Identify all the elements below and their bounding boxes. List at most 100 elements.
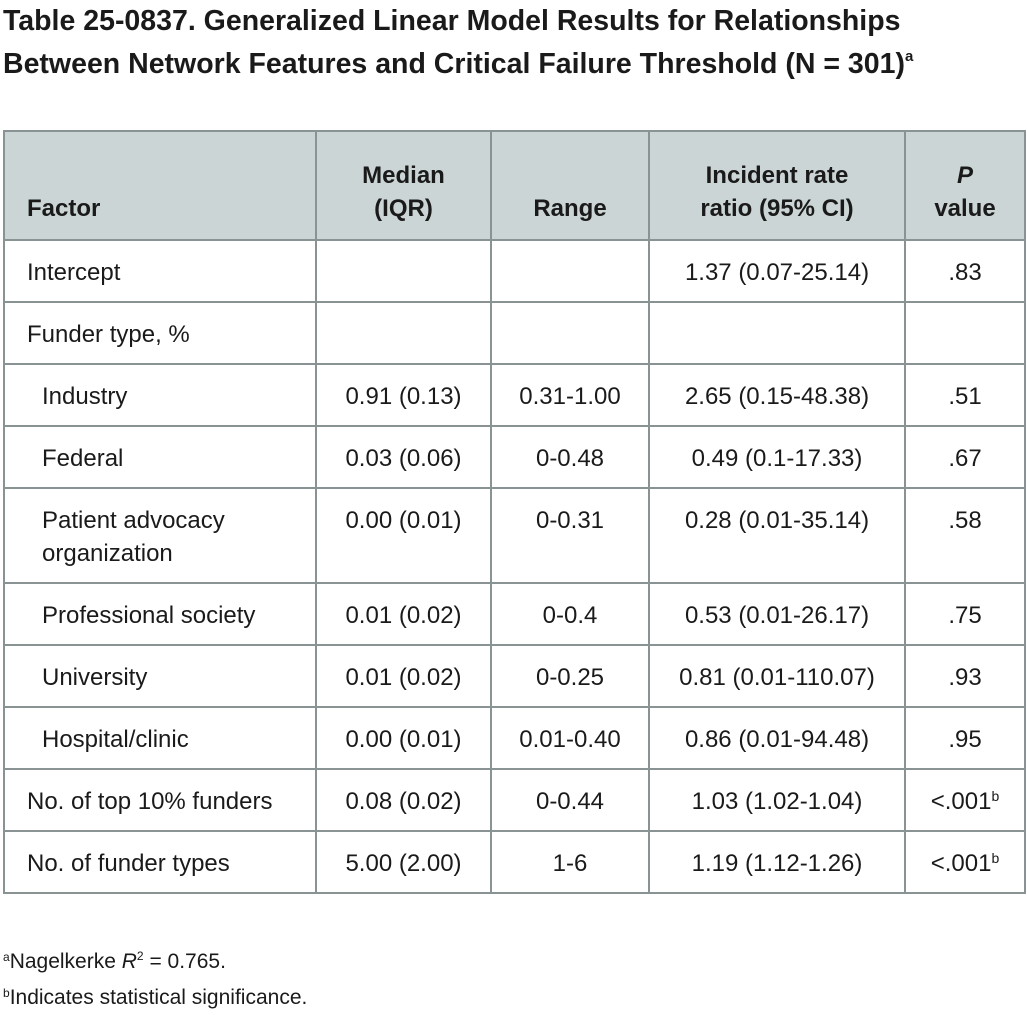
table-cell <box>490 239 650 303</box>
footnote-mark: b <box>3 986 10 1000</box>
cell-text: Intercept <box>27 259 121 286</box>
table-cell: Patient advocacy organization <box>3 487 317 584</box>
cell-text: 0-0.4 <box>542 602 598 629</box>
table-cell: 0.08 (0.02) <box>315 768 492 832</box>
cell-text: <.001 <box>930 850 992 877</box>
header-line: Factor <box>27 195 101 222</box>
table-cell: .83 <box>904 239 1026 303</box>
header-cell: Incident rate ratio (95% CI) <box>648 130 906 241</box>
cell-text: Funder type, % <box>27 321 190 348</box>
header-line: (IQR) <box>374 195 433 222</box>
table-cell: 1.03 (1.02-1.04) <box>648 768 906 832</box>
table-cell: 0.01 (0.02) <box>315 582 492 646</box>
table-row: University 0.01 (0.02) 0-0.25 0.81 (0.01-11… <box>3 644 1026 708</box>
cell-text: 0.81 (0.01-110.07) <box>679 664 875 691</box>
cell-text: 0.31-1.00 <box>519 383 621 410</box>
table-row: Federal 0.03 (0.06) 0-0.48 0.49 (0.1-17.33)… <box>3 425 1026 489</box>
table-cell: .75 <box>904 582 1026 646</box>
cell-text: 0-0.48 <box>535 445 605 472</box>
cell-text: 1-6 <box>552 850 588 877</box>
table-cell: 2.65 (0.15-48.38) <box>648 363 906 427</box>
cell-text: Patient advocacy organization <box>42 507 225 567</box>
header-cell: Range <box>490 130 650 241</box>
cell-text: .95 <box>948 726 982 753</box>
table-cell: 0-0.4 <box>490 582 650 646</box>
cell-text: <.001 <box>930 788 992 815</box>
table-cell: 0.53 (0.01-26.17) <box>648 582 906 646</box>
table-cell <box>648 301 906 365</box>
cell-text: 1.19 (1.12-1.26) <box>691 850 863 877</box>
table-row: Hospital/clinic 0.00 (0.01) 0.01-0.40 0.86 … <box>3 706 1026 770</box>
cell-text: 0.00 (0.01) <box>345 507 462 534</box>
cell-text: 0.49 (0.1-17.33) <box>691 445 863 472</box>
table-cell: 0.00 (0.01) <box>315 706 492 770</box>
cell-text: .58 <box>948 507 982 534</box>
footnote: aNagelkerke R2 = 0.765. <box>3 949 226 975</box>
table-cell: 0.01 (0.02) <box>315 644 492 708</box>
table-cell <box>904 301 1026 365</box>
table-cell: .93 <box>904 644 1026 708</box>
table-cell: 1.37 (0.07-25.14) <box>648 239 906 303</box>
table-cell: 0.91 (0.13) <box>315 363 492 427</box>
table-cell: No. of funder types <box>3 830 317 894</box>
cell-text: 0.28 (0.01-35.14) <box>684 507 870 534</box>
footnote-sup: 2 <box>136 949 144 963</box>
cell-text: 1.37 (0.07-25.14) <box>684 259 870 286</box>
header-line: ratio (95% CI) <box>700 195 854 222</box>
table-cell: Funder type, % <box>3 301 317 365</box>
header-line: Incident rate <box>705 162 849 189</box>
table-cell: Industry <box>3 363 317 427</box>
cell-text: .51 <box>948 383 982 410</box>
cell-text: .93 <box>948 664 982 691</box>
table-row: Industry 0.91 (0.13) 0.31-1.00 2.65 (0.15-4… <box>3 363 1026 427</box>
cell-text: 0.03 (0.06) <box>345 445 462 472</box>
table-row: Professional society 0.01 (0.02) 0-0.4 0.53… <box>3 582 1026 646</box>
cell-text: Industry <box>42 383 128 410</box>
table-cell: 5.00 (2.00) <box>315 830 492 894</box>
table-row: Patient advocacy organization 0.00 (0.01)… <box>3 487 1026 584</box>
table-cell: <.001b <box>904 830 1026 894</box>
cell-text: No. of funder types <box>27 850 230 877</box>
table-title: Table 25-0837. Generalized Linear Model … <box>3 0 1013 86</box>
cell-text: 0.53 (0.01-26.17) <box>684 602 870 629</box>
cell-text: .75 <box>948 602 982 629</box>
cell-text: 0-0.25 <box>535 664 605 691</box>
cell-text: .83 <box>948 259 982 286</box>
table-cell: 0-0.44 <box>490 768 650 832</box>
table-body: Intercept 1.37 (0.07-25.14) .83 Funder type… <box>3 239 1026 894</box>
cell-text: 1.03 (1.02-1.04) <box>691 788 863 815</box>
table-cell: 0.28 (0.01-35.14) <box>648 487 906 584</box>
footnote-mark: a <box>3 950 10 964</box>
cell-text: Federal <box>42 445 124 472</box>
cell-text: No. of top 10% funders <box>27 788 273 815</box>
table-cell: 0.81 (0.01-110.07) <box>648 644 906 708</box>
results-table: Factor Median (IQR) Range Incident rate ratio… <box>3 130 1026 894</box>
cell-text: 0.08 (0.02) <box>345 788 462 815</box>
table-cell: .95 <box>904 706 1026 770</box>
table-row: Funder type, % <box>3 301 1026 365</box>
table-cell: University <box>3 644 317 708</box>
cell-text: Hospital/clinic <box>42 726 189 753</box>
table-cell <box>315 301 492 365</box>
table-row: Intercept 1.37 (0.07-25.14) .83 <box>3 239 1026 303</box>
table-cell: 0.86 (0.01-94.48) <box>648 706 906 770</box>
footnote-text: = 0.765. <box>143 950 226 973</box>
cell-text: 0.01 (0.02) <box>345 664 462 691</box>
table-cell: 0.49 (0.1-17.33) <box>648 425 906 489</box>
table-row: No. of funder types 5.00 (2.00) 1-6 1.19 (1… <box>3 830 1026 894</box>
footnote: bIndicates statistical significance. <box>3 985 307 1011</box>
table-cell: <.001b <box>904 768 1026 832</box>
cell-text: 0-0.44 <box>535 788 605 815</box>
header-row: Factor Median (IQR) Range Incident rate ratio… <box>3 130 1026 241</box>
cell-text: 0.01-0.40 <box>519 726 621 753</box>
table-cell: Hospital/clinic <box>3 706 317 770</box>
significance-note: b <box>991 788 1000 804</box>
footnote-italic: R <box>121 950 137 973</box>
table-cell: No. of top 10% funders <box>3 768 317 832</box>
footnote-text: Nagelkerke <box>9 950 122 973</box>
header-line: P <box>956 162 973 189</box>
footnote-text: Indicates statistical significance. <box>9 986 308 1009</box>
header-cell: Median (IQR) <box>315 130 492 241</box>
table-cell: 0.01-0.40 <box>490 706 650 770</box>
